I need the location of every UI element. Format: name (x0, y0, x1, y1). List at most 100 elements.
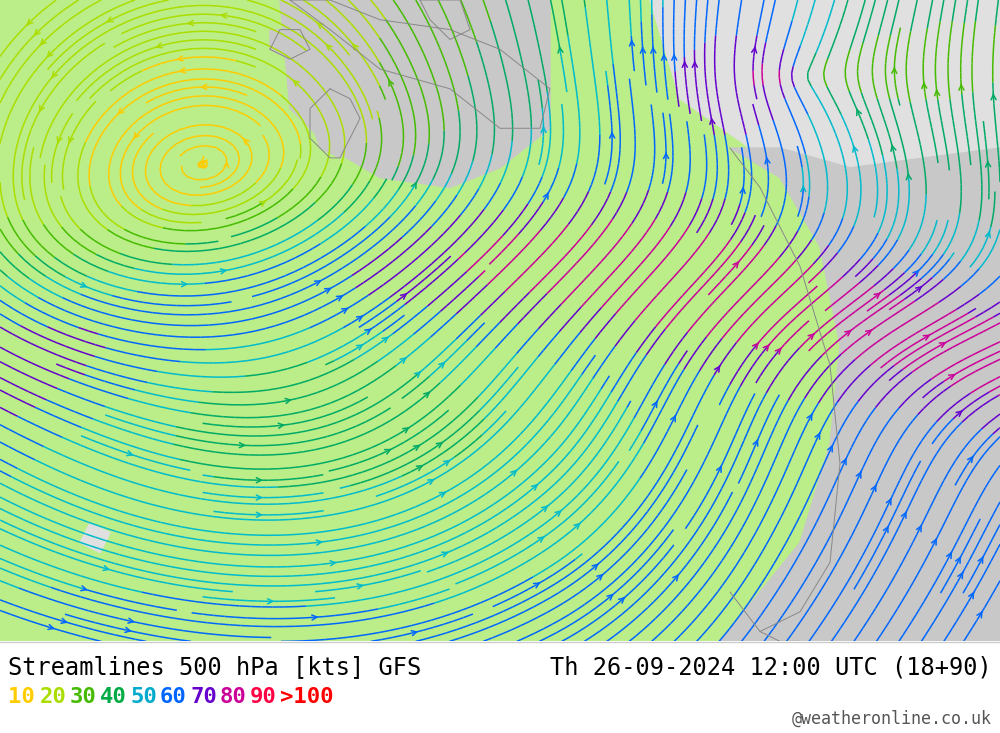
FancyArrowPatch shape (428, 479, 434, 485)
FancyArrowPatch shape (353, 44, 358, 50)
FancyArrowPatch shape (857, 109, 861, 116)
Text: 10: 10 (8, 687, 35, 707)
FancyArrowPatch shape (543, 193, 548, 199)
FancyArrowPatch shape (61, 619, 67, 623)
FancyArrowPatch shape (753, 343, 758, 349)
FancyArrowPatch shape (775, 348, 781, 354)
FancyArrowPatch shape (956, 557, 961, 563)
Text: 20: 20 (40, 687, 67, 707)
FancyArrowPatch shape (52, 72, 57, 78)
FancyArrowPatch shape (939, 343, 945, 347)
FancyArrowPatch shape (40, 39, 46, 45)
FancyArrowPatch shape (892, 67, 897, 73)
FancyArrowPatch shape (913, 270, 919, 276)
FancyArrowPatch shape (977, 611, 982, 618)
FancyArrowPatch shape (673, 575, 678, 581)
FancyArrowPatch shape (555, 511, 561, 516)
FancyArrowPatch shape (256, 512, 261, 517)
FancyArrowPatch shape (511, 471, 517, 476)
FancyArrowPatch shape (845, 331, 851, 336)
FancyArrowPatch shape (47, 51, 53, 57)
FancyArrowPatch shape (178, 56, 183, 61)
FancyArrowPatch shape (986, 231, 990, 237)
FancyArrowPatch shape (651, 47, 656, 53)
FancyArrowPatch shape (923, 335, 929, 340)
Text: 90: 90 (250, 687, 277, 707)
FancyArrowPatch shape (801, 185, 806, 191)
Polygon shape (310, 89, 360, 158)
FancyArrowPatch shape (916, 287, 921, 292)
FancyArrowPatch shape (220, 269, 226, 274)
FancyArrowPatch shape (326, 45, 332, 50)
FancyArrowPatch shape (107, 17, 113, 22)
FancyArrowPatch shape (57, 137, 62, 143)
FancyArrowPatch shape (188, 21, 194, 26)
FancyArrowPatch shape (958, 572, 963, 578)
FancyArrowPatch shape (765, 158, 770, 163)
FancyArrowPatch shape (400, 358, 406, 363)
FancyArrowPatch shape (134, 133, 139, 139)
FancyArrowPatch shape (630, 40, 634, 46)
FancyArrowPatch shape (866, 330, 872, 335)
FancyArrowPatch shape (27, 19, 33, 25)
Text: 60: 60 (160, 687, 187, 707)
FancyArrowPatch shape (34, 29, 40, 35)
Polygon shape (80, 523, 110, 553)
FancyArrowPatch shape (416, 465, 422, 471)
FancyArrowPatch shape (842, 458, 846, 465)
FancyArrowPatch shape (414, 446, 419, 450)
FancyArrowPatch shape (874, 293, 880, 298)
FancyArrowPatch shape (619, 597, 624, 603)
FancyArrowPatch shape (763, 345, 769, 351)
Text: Th 26-09-2024 12:00 UTC (18+90): Th 26-09-2024 12:00 UTC (18+90) (550, 655, 992, 679)
FancyArrowPatch shape (389, 80, 394, 86)
FancyArrowPatch shape (259, 201, 265, 206)
FancyArrowPatch shape (917, 526, 921, 531)
FancyArrowPatch shape (682, 62, 687, 67)
FancyArrowPatch shape (256, 495, 261, 500)
FancyArrowPatch shape (652, 401, 657, 408)
FancyArrowPatch shape (268, 599, 273, 604)
FancyArrowPatch shape (610, 132, 615, 138)
FancyArrowPatch shape (221, 13, 227, 18)
FancyArrowPatch shape (664, 152, 669, 158)
FancyArrowPatch shape (986, 161, 991, 167)
FancyArrowPatch shape (807, 414, 812, 420)
FancyArrowPatch shape (403, 428, 409, 433)
FancyArrowPatch shape (640, 47, 645, 54)
FancyArrowPatch shape (935, 89, 940, 96)
FancyArrowPatch shape (969, 592, 974, 599)
FancyArrowPatch shape (80, 282, 86, 287)
FancyArrowPatch shape (853, 146, 858, 152)
FancyArrowPatch shape (671, 416, 676, 421)
FancyArrowPatch shape (202, 157, 207, 162)
FancyArrowPatch shape (828, 446, 832, 452)
FancyArrowPatch shape (558, 47, 563, 53)
FancyArrowPatch shape (753, 440, 758, 446)
FancyArrowPatch shape (342, 309, 347, 313)
FancyArrowPatch shape (538, 537, 544, 542)
FancyArrowPatch shape (439, 493, 445, 497)
Polygon shape (650, 0, 1000, 168)
Text: @weatheronline.co.uk: @weatheronline.co.uk (792, 710, 992, 728)
FancyArrowPatch shape (125, 627, 130, 633)
FancyArrowPatch shape (856, 472, 861, 478)
FancyArrowPatch shape (244, 139, 249, 144)
Polygon shape (400, 0, 480, 69)
Text: 80: 80 (220, 687, 247, 707)
FancyArrowPatch shape (382, 337, 388, 342)
FancyArrowPatch shape (808, 334, 814, 339)
FancyArrowPatch shape (442, 552, 447, 557)
FancyArrowPatch shape (959, 84, 964, 90)
FancyArrowPatch shape (182, 281, 187, 287)
FancyArrowPatch shape (180, 68, 185, 73)
FancyArrowPatch shape (991, 94, 996, 100)
FancyArrowPatch shape (949, 375, 955, 380)
FancyArrowPatch shape (752, 47, 757, 53)
FancyArrowPatch shape (285, 399, 291, 403)
FancyArrowPatch shape (978, 557, 983, 563)
FancyArrowPatch shape (336, 296, 342, 301)
FancyArrowPatch shape (357, 584, 362, 589)
FancyArrowPatch shape (692, 62, 697, 67)
Polygon shape (270, 29, 310, 59)
